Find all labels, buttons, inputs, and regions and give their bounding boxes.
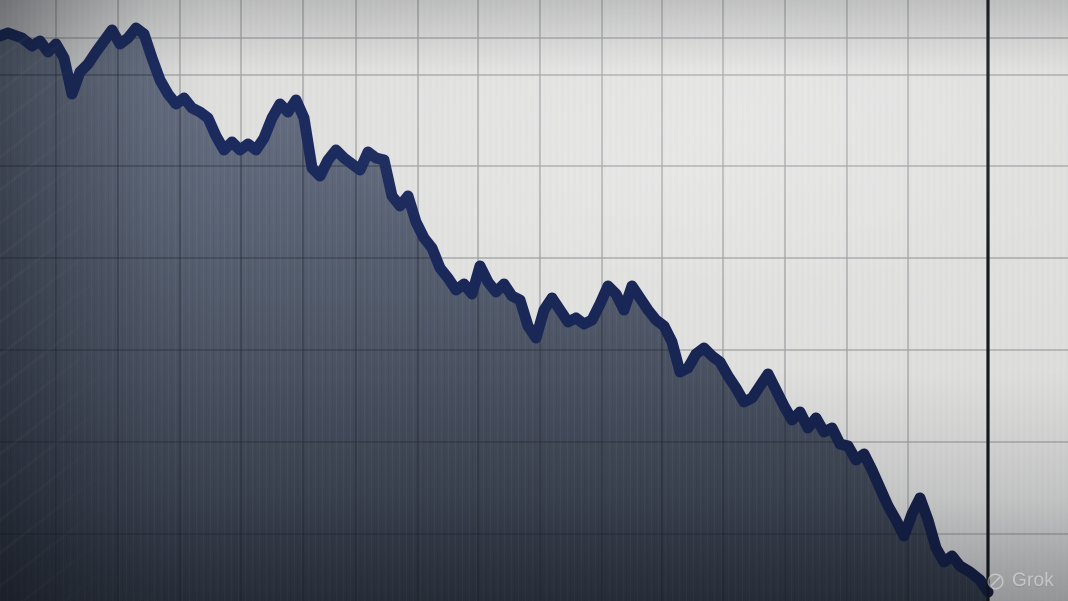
index-series-line: [0, 22, 994, 598]
